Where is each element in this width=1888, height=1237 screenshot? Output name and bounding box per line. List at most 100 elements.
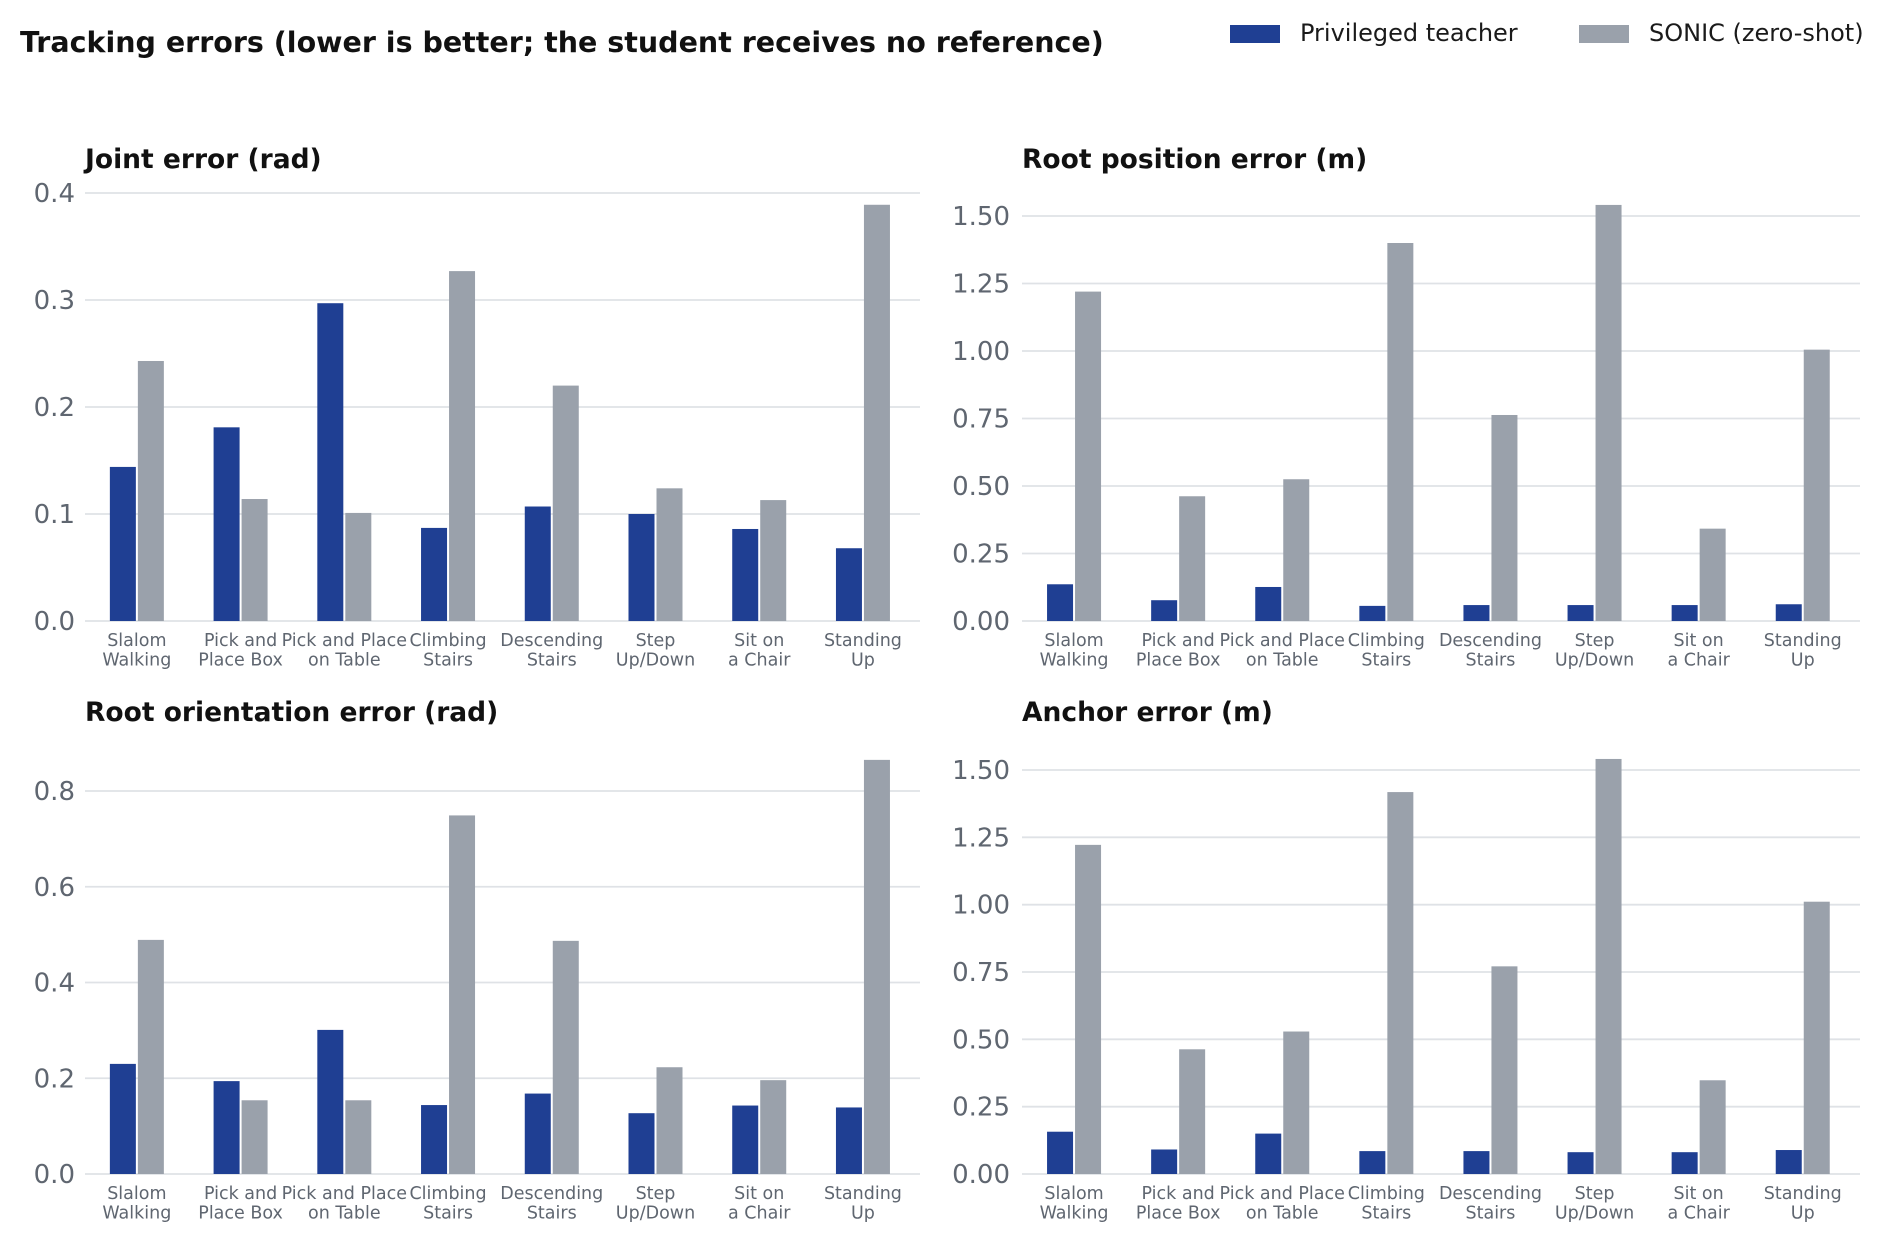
bar-teacher-2 bbox=[1151, 600, 1178, 621]
chart-panel-3: Root orientation error (rad) 0.0 0.2 0.4 0.6… bbox=[34, 697, 920, 1224]
bar-teacher-8 bbox=[835, 1107, 862, 1174]
y-tick-label: 0.4 bbox=[34, 969, 75, 999]
x-tick-label: Sit on a Chair bbox=[728, 631, 791, 671]
x-tick-label: Slalom Walking bbox=[1040, 631, 1109, 671]
x-tick-label: Descending Stairs bbox=[1439, 1184, 1542, 1224]
x-tick-label: Pick and Place Box bbox=[1136, 631, 1221, 671]
bar-sonic-5 bbox=[552, 940, 579, 1174]
bar-sonic-4 bbox=[449, 271, 476, 621]
bar-teacher-3 bbox=[317, 1029, 344, 1174]
panel-title-2: Root position error (m) bbox=[1022, 144, 1367, 175]
y-tick-label: 0.75 bbox=[952, 405, 1010, 435]
bar-teacher-3 bbox=[317, 303, 344, 621]
bar-sonic-8 bbox=[1803, 349, 1830, 621]
bar-sonic-6 bbox=[1595, 204, 1622, 621]
panel-title-4: Anchor error (m) bbox=[1022, 697, 1273, 728]
x-tick-label: Standing Up bbox=[1764, 631, 1842, 671]
y-tick-label: 0.8 bbox=[34, 777, 75, 807]
bar-teacher-6 bbox=[1567, 605, 1594, 621]
bar-teacher-4 bbox=[421, 527, 448, 621]
y-tick-label: 0.50 bbox=[952, 472, 1010, 502]
bar-sonic-7 bbox=[1699, 1080, 1726, 1174]
y-tick-label: 0.2 bbox=[34, 393, 75, 423]
x-tick-label: Slalom Walking bbox=[102, 1184, 171, 1224]
bar-teacher-6 bbox=[628, 1113, 655, 1174]
x-tick-label: Descending Stairs bbox=[1439, 631, 1542, 671]
bar-sonic-6 bbox=[656, 1067, 683, 1174]
y-tick-label: 1.50 bbox=[952, 756, 1010, 786]
y-tick-label: 1.00 bbox=[952, 891, 1010, 921]
y-tick-label: 0.0 bbox=[34, 1160, 75, 1190]
bar-teacher-3 bbox=[1255, 1133, 1282, 1174]
y-tick-label: 0.25 bbox=[952, 1093, 1010, 1123]
bar-teacher-7 bbox=[1671, 605, 1698, 621]
x-tick-label: Sit on a Chair bbox=[728, 1184, 791, 1224]
chart-panel-1: Joint error (rad) 0.0 0.1 0.2 0.3 0.4 Slalom Wa… bbox=[34, 144, 920, 671]
bar-teacher-5 bbox=[1463, 605, 1490, 621]
x-tick-label: Pick and Place on Table bbox=[282, 631, 407, 671]
x-tick-label: Step Up/Down bbox=[1555, 631, 1634, 671]
bar-sonic-4 bbox=[449, 815, 476, 1174]
bar-teacher-1 bbox=[1047, 1131, 1074, 1174]
bar-teacher-1 bbox=[109, 1063, 136, 1174]
bar-sonic-1 bbox=[1075, 844, 1102, 1174]
bar-sonic-1 bbox=[137, 360, 164, 621]
x-tick-label: Pick and Place on Table bbox=[1220, 1184, 1345, 1224]
y-tick-label: 0.2 bbox=[34, 1064, 75, 1094]
x-tick-label: Standing Up bbox=[1764, 1184, 1842, 1224]
bar-teacher-2 bbox=[213, 1081, 240, 1174]
bar-sonic-2 bbox=[1179, 496, 1206, 621]
x-tick-label: Descending Stairs bbox=[500, 1184, 603, 1224]
bar-sonic-7 bbox=[1699, 528, 1726, 621]
y-tick-label: 0.6 bbox=[34, 873, 75, 903]
bar-sonic-6 bbox=[1595, 758, 1622, 1174]
bar-sonic-3 bbox=[345, 1100, 372, 1174]
x-tick-label: Step Up/Down bbox=[616, 1184, 695, 1224]
bar-sonic-3 bbox=[1283, 1031, 1310, 1174]
bar-teacher-8 bbox=[835, 548, 862, 621]
x-tick-label: Step Up/Down bbox=[616, 631, 695, 671]
legend-label-teacher: Privileged teacher bbox=[1300, 19, 1518, 47]
bar-sonic-5 bbox=[1491, 966, 1518, 1174]
bar-teacher-3 bbox=[1255, 586, 1282, 621]
bar-teacher-5 bbox=[1463, 1151, 1490, 1174]
x-tick-label: Descending Stairs bbox=[500, 631, 603, 671]
bar-sonic-8 bbox=[1803, 901, 1830, 1174]
bar-sonic-7 bbox=[760, 1080, 787, 1174]
bar-teacher-2 bbox=[1151, 1149, 1178, 1174]
bar-sonic-3 bbox=[345, 512, 372, 621]
bar-sonic-2 bbox=[1179, 1049, 1206, 1174]
bar-teacher-1 bbox=[1047, 584, 1074, 621]
bar-teacher-4 bbox=[1359, 1151, 1386, 1174]
bar-sonic-8 bbox=[863, 759, 890, 1174]
bar-teacher-1 bbox=[109, 466, 136, 621]
x-tick-label: Climbing Stairs bbox=[409, 631, 486, 671]
bar-teacher-4 bbox=[421, 1105, 448, 1174]
bar-sonic-1 bbox=[1075, 291, 1102, 621]
y-tick-label: 0.1 bbox=[34, 500, 75, 530]
bar-teacher-7 bbox=[1671, 1152, 1698, 1174]
y-tick-label: 0.4 bbox=[34, 179, 75, 209]
legend-swatch-sonic bbox=[1579, 25, 1629, 43]
y-tick-label: 1.25 bbox=[952, 270, 1010, 300]
bar-teacher-6 bbox=[628, 514, 655, 621]
bar-sonic-4 bbox=[1387, 792, 1414, 1174]
bar-teacher-8 bbox=[1775, 1150, 1802, 1174]
panel-title-3: Root orientation error (rad) bbox=[85, 697, 498, 728]
chart-main-title: Tracking errors (lower is better; the st… bbox=[20, 26, 1104, 59]
x-tick-label: Climbing Stairs bbox=[1348, 1184, 1425, 1224]
x-tick-label: Standing Up bbox=[824, 1184, 902, 1224]
legend-swatch-teacher bbox=[1230, 25, 1280, 43]
x-tick-label: Pick and Place on Table bbox=[282, 1184, 407, 1224]
y-tick-label: 0.25 bbox=[952, 540, 1010, 570]
x-tick-label: Pick and Place on Table bbox=[1220, 631, 1345, 671]
x-tick-label: Climbing Stairs bbox=[1348, 631, 1425, 671]
x-tick-label: Pick and Place Box bbox=[1136, 1184, 1221, 1224]
bar-teacher-5 bbox=[524, 1093, 551, 1174]
y-tick-label: 1.00 bbox=[952, 337, 1010, 367]
bar-sonic-3 bbox=[1283, 479, 1310, 621]
bar-sonic-1 bbox=[137, 939, 164, 1174]
bar-teacher-6 bbox=[1567, 1152, 1594, 1174]
y-tick-label: 0.00 bbox=[952, 1160, 1010, 1190]
